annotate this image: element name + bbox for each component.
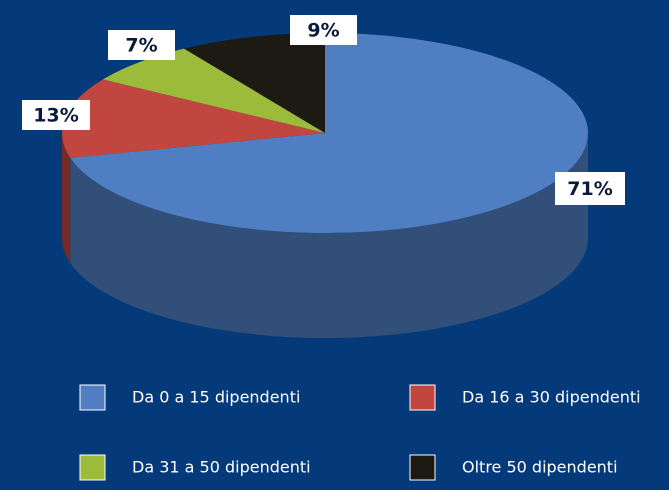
legend-swatch (409, 454, 436, 481)
slice (70, 33, 589, 233)
slice-side (62, 133, 71, 263)
legend-swatch (79, 384, 106, 411)
data-label: 7% (125, 35, 157, 57)
data-label: 13% (33, 105, 78, 127)
legend-label: Da 16 a 30 dipendenti (462, 388, 641, 407)
data-label: 9% (307, 20, 339, 42)
slice (62, 79, 325, 158)
data-label: 71% (567, 178, 612, 200)
legend-label: Oltre 50 dipendenti (462, 458, 618, 477)
label-box (108, 30, 175, 60)
slice-side (70, 133, 588, 338)
label-box (555, 172, 625, 205)
slice (184, 33, 325, 133)
label-box (22, 100, 90, 130)
legend-swatch (409, 384, 436, 411)
legend-label: Da 31 a 50 dipendenti (132, 458, 311, 477)
legend-swatch (79, 454, 106, 481)
label-box (290, 15, 357, 45)
slice (102, 48, 325, 133)
legend-label: Da 0 a 15 dipendenti (132, 388, 300, 407)
